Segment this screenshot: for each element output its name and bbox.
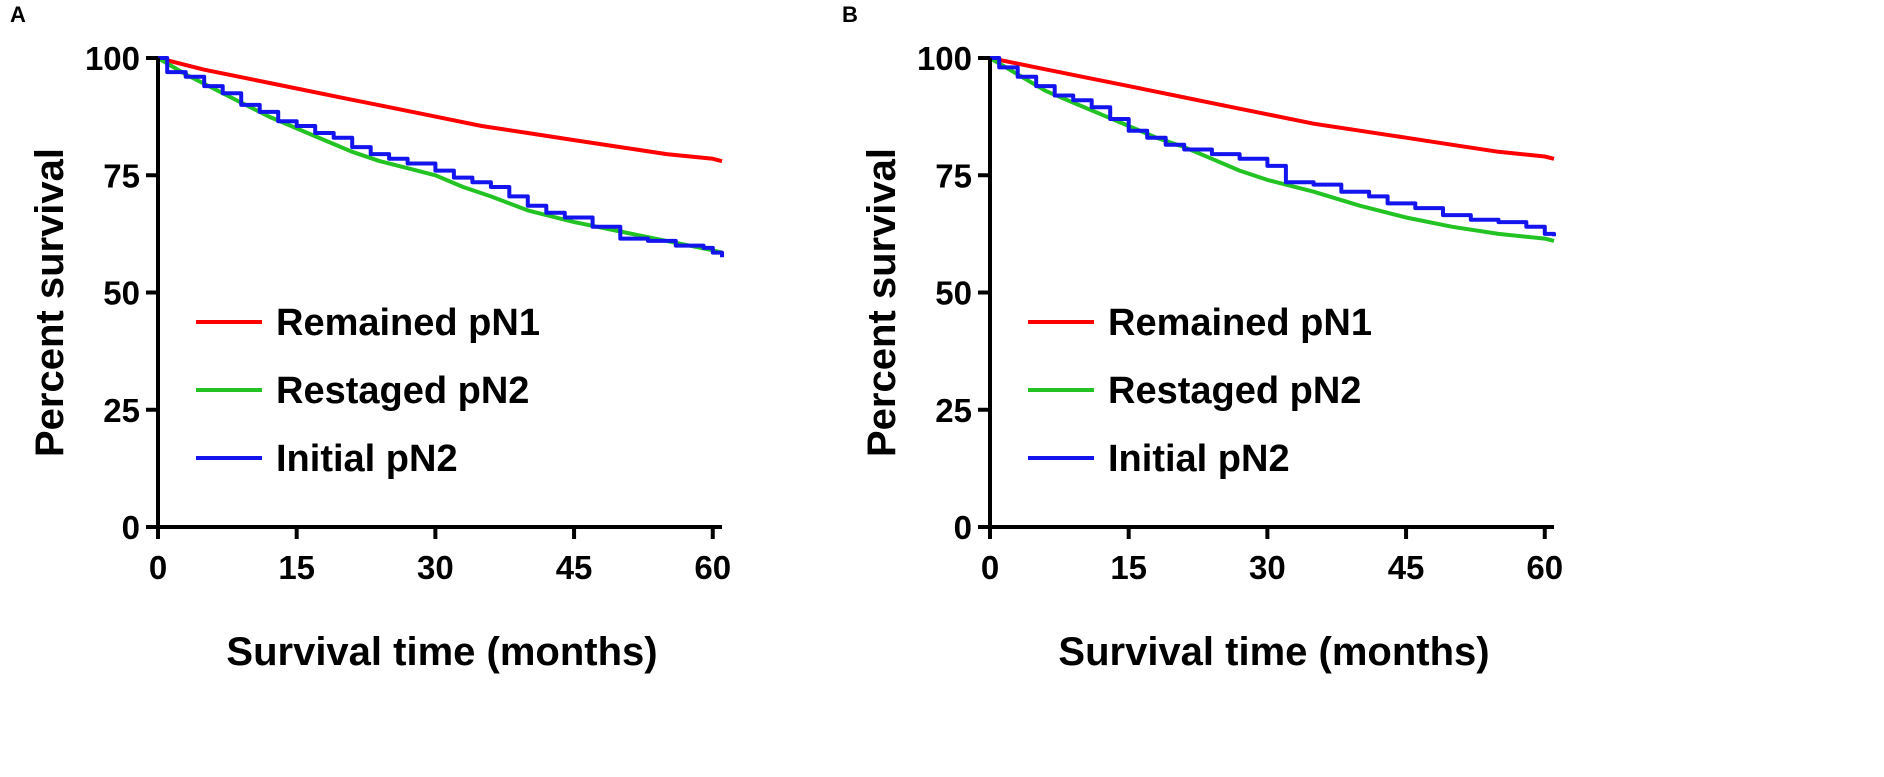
y-tick-label: 50 xyxy=(935,275,972,312)
x-tick-label: 0 xyxy=(149,549,167,586)
x-tick-label: 60 xyxy=(1526,549,1563,586)
series-line-remained-pn1 xyxy=(157,56,723,164)
y-tick-label: 25 xyxy=(103,392,140,429)
chart-panel-b: B 0 25 50 75 100 0 15 30 45 60 Survival time (month… xyxy=(832,0,1774,777)
x-tick-label: 15 xyxy=(1110,549,1147,586)
series-line-remained-pn1 xyxy=(989,56,1555,161)
y-tick-label: 75 xyxy=(935,157,972,194)
legend-label: Initial pN2 xyxy=(1108,438,1290,480)
x-tick-label: 30 xyxy=(1249,549,1286,586)
panel-label: A xyxy=(10,2,26,27)
series-line-initial-pn2 xyxy=(158,56,724,258)
y-tick-label: 100 xyxy=(917,40,972,77)
legend-label: Remained pN1 xyxy=(1108,302,1372,344)
legend-label: Initial pN2 xyxy=(276,438,458,480)
legend-label: Restaged pN2 xyxy=(1108,370,1361,412)
chart-panel-a: A 0 25 50 75 100 0 15 30 45 60 Survival time (month… xyxy=(10,2,731,674)
x-axis-title: Survival time (months) xyxy=(226,630,657,674)
y-tick-label: 100 xyxy=(85,40,140,77)
y-tick-label: 25 xyxy=(935,392,972,429)
x-tick-label: 60 xyxy=(694,549,731,586)
legend-label: Restaged pN2 xyxy=(276,370,529,412)
panel-label: B xyxy=(842,2,858,27)
y-axis-title: Percent survival xyxy=(860,148,904,457)
x-tick-label: 45 xyxy=(1388,549,1425,586)
x-axis-title: Survival time (months) xyxy=(1058,630,1489,674)
series-line-restaged-pn2 xyxy=(156,56,723,255)
y-axis-title: Percent survival xyxy=(28,148,72,457)
x-tick-label: 0 xyxy=(981,549,999,586)
legend-label: Remained pN1 xyxy=(276,302,540,344)
y-tick-label: 50 xyxy=(103,275,140,312)
x-tick-label: 15 xyxy=(278,549,315,586)
y-tick-label: 0 xyxy=(954,509,972,546)
x-tick-label: 45 xyxy=(556,549,593,586)
survival-chart-b: B 0 25 50 75 100 0 15 30 45 60 Survival time (month… xyxy=(842,2,1563,674)
y-tick-label: 75 xyxy=(103,157,140,194)
series-line-initial-pn2 xyxy=(990,56,1556,237)
series-line-restaged-pn2 xyxy=(988,56,1555,243)
x-tick-label: 30 xyxy=(417,549,454,586)
survival-chart-a: A 0 25 50 75 100 0 15 30 45 60 Survival time (month… xyxy=(10,2,731,674)
y-tick-label: 0 xyxy=(122,509,140,546)
